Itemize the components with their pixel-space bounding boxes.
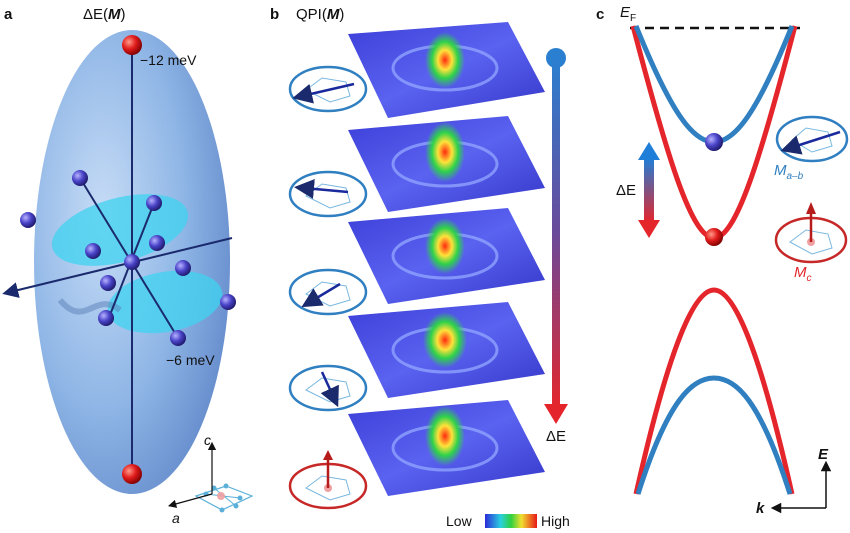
m-c-moment-icon <box>774 202 848 264</box>
energy-label-mid: −6 meV <box>166 352 215 368</box>
moment-outofplane-icon <box>288 450 368 510</box>
panel-a-ellipsoid-group <box>2 30 236 494</box>
moment-inplane-icon-2 <box>288 170 368 218</box>
panel-a-letter: a <box>4 6 13 23</box>
panel-c-letter: c <box>596 6 605 23</box>
axis-a-label: a <box>172 510 180 526</box>
legend-low: Low <box>446 513 472 529</box>
fermi-level-label: EF <box>620 4 637 24</box>
inplane-axis-arrow <box>2 237 233 298</box>
axis-c-label: c <box>204 432 211 448</box>
m-ab-label: Ma–b <box>774 162 804 182</box>
lattice-axes-icon <box>167 441 254 513</box>
delta-e-label-c: ΔE <box>616 182 637 199</box>
axis-e-label: E <box>818 446 829 463</box>
panel-b-title: QPI(M) <box>296 6 345 23</box>
panel-c-bands <box>630 25 800 495</box>
delta-e-label-b: ΔE <box>546 428 567 445</box>
moment-inplane-icon-4 <box>288 364 368 412</box>
m-c-label: Mc <box>794 264 812 284</box>
qpi-tile-5 <box>348 400 545 496</box>
legend-high: High <box>541 513 570 529</box>
qpi-tile-4 <box>348 302 545 398</box>
upper-band-red <box>630 25 798 241</box>
e-k-axes <box>770 460 832 514</box>
disk-lower <box>107 270 223 334</box>
axis-k-label: k <box>756 500 765 517</box>
delta-e-arrow-b <box>544 48 568 424</box>
moment-inplane-icon-3 <box>288 268 368 316</box>
panel-b-letter: b <box>270 6 280 23</box>
red-atom-bottom <box>122 464 142 484</box>
lower-band-blue <box>635 375 793 495</box>
band-min-red <box>705 228 723 246</box>
moment-inplane-icon <box>288 65 368 113</box>
qpi-tile-2 <box>348 116 545 212</box>
band-min-blue <box>705 133 723 151</box>
colorbar-icon <box>485 514 537 528</box>
panel-a-title: ΔE(M) <box>83 6 126 23</box>
delta-e-arrow-c <box>638 142 660 238</box>
red-atom-top <box>122 35 142 55</box>
qpi-tile-1 <box>348 22 545 118</box>
energy-label-top: −12 meV <box>140 52 197 68</box>
m-ab-moment-icon <box>775 115 849 163</box>
lower-band-red <box>633 287 795 495</box>
qpi-tile-3 <box>348 208 545 304</box>
